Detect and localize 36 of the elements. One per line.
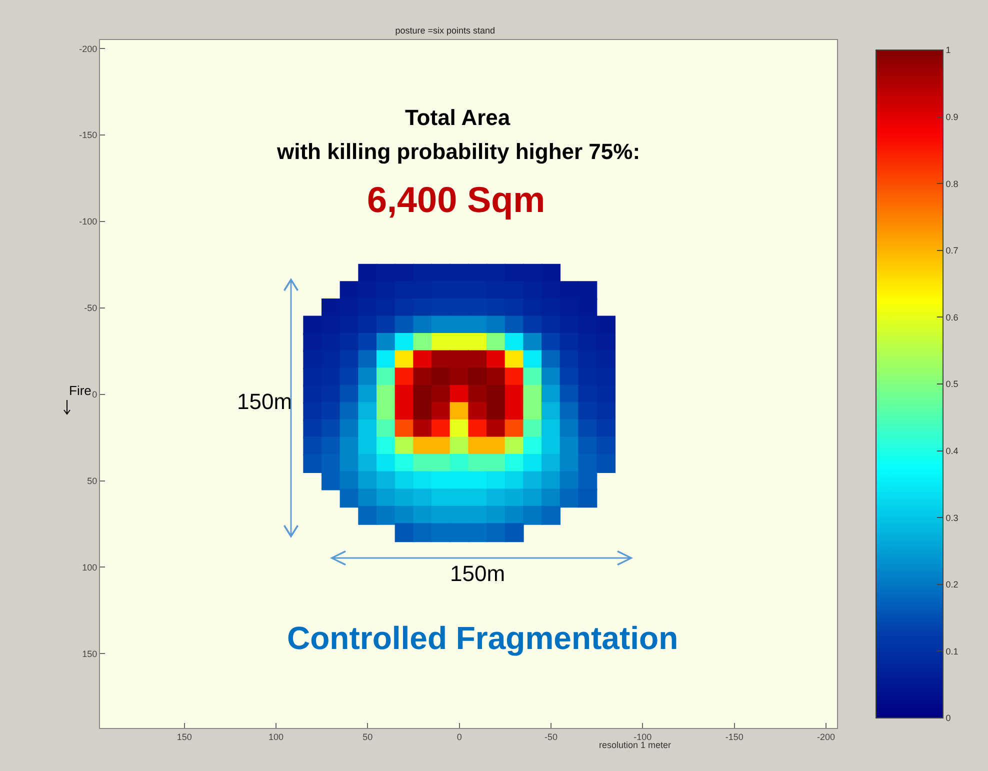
annotation: 150m [237, 389, 292, 414]
color-bar-label: 0.7 [946, 246, 958, 256]
color-bar-label: 1 [946, 45, 951, 56]
x-tick-label: 100 [268, 732, 284, 742]
y-tick-label: -50 [84, 303, 98, 314]
color-bar-label: 0.3 [946, 512, 958, 523]
annotation: Controlled Fragmentation [287, 620, 678, 656]
annotation: 150m [450, 561, 506, 586]
color-bar-label: 0.2 [946, 580, 958, 590]
x-tick-label: -50 [544, 732, 558, 742]
y-tick-label: 0 [92, 390, 98, 400]
color-bar-label: 0 [946, 713, 951, 724]
annotation: 6,400 Sqm [367, 179, 546, 220]
x-tick-label: 50 [362, 732, 373, 742]
y-tick-label: -100 [79, 216, 98, 227]
x-tick-label: 150 [176, 732, 192, 742]
y-tick-label: -200 [79, 44, 98, 54]
x-tick-label: -100 [634, 732, 652, 742]
color-bar-label: 0.1 [946, 646, 958, 656]
annotation: Total Area [405, 105, 511, 130]
x-axis-title: resolution 1 meter [599, 740, 672, 750]
color-bar-label: 0.9 [946, 112, 958, 122]
x-tick-label: 0 [456, 732, 462, 742]
y-tick-label: 100 [82, 562, 98, 572]
color-bar-label: 0.6 [946, 312, 958, 322]
color-bar-label: 0.5 [946, 379, 958, 390]
chart-title: posture =six points stand [395, 25, 496, 36]
annotation: with killing probability higher 75%: [276, 139, 640, 164]
x-tick-label: -150 [725, 732, 744, 742]
y-tick-label: -150 [79, 130, 98, 140]
color-bar-label: 0.8 [946, 178, 958, 189]
text: Fire [69, 383, 92, 398]
x-tick-label: -200 [816, 732, 836, 742]
y-tick-label: 50 [87, 476, 98, 486]
color-bar-label: 0.4 [946, 446, 958, 456]
y-tick-label: 150 [82, 648, 98, 659]
